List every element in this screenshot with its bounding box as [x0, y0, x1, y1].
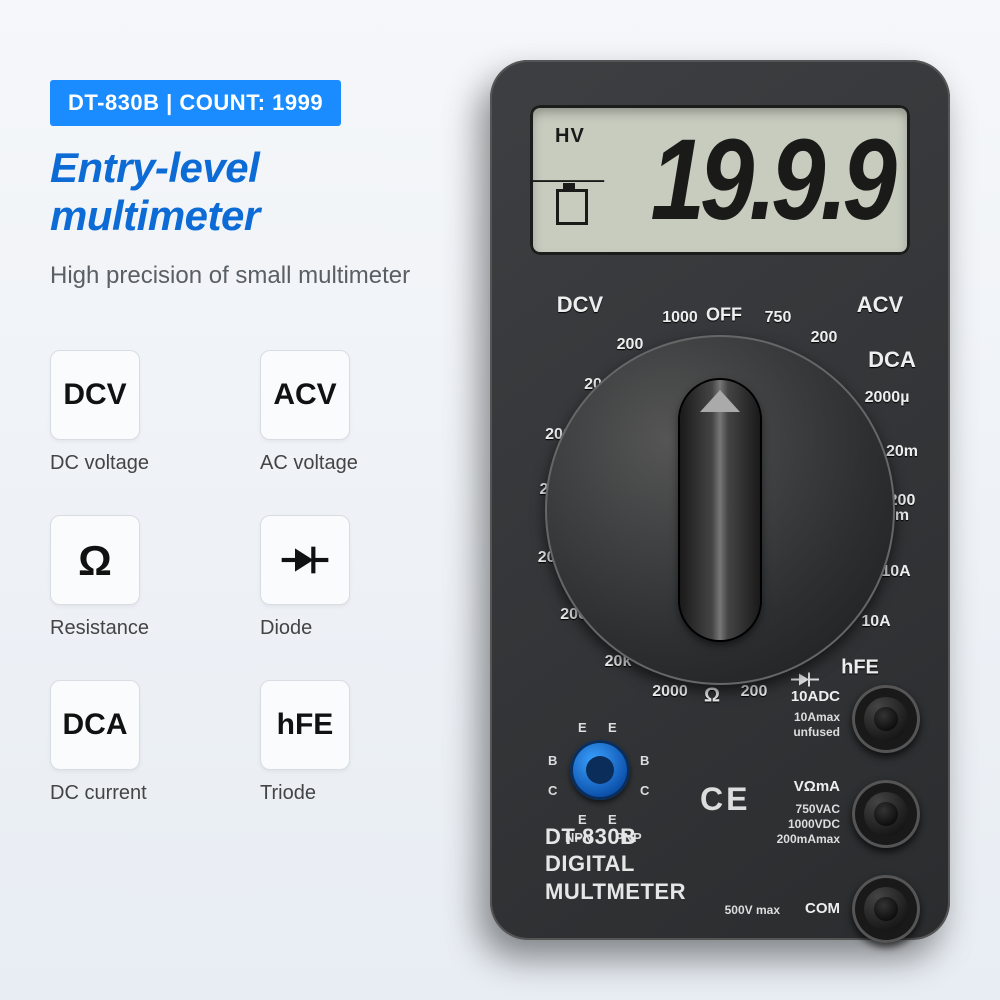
ohm-icon: Ω: [50, 515, 140, 605]
port-vohm[interactable]: [852, 780, 920, 848]
feature-acv-symbol: ACV: [260, 350, 350, 440]
subheadline: High precision of small multimeter: [50, 262, 470, 290]
hfe-pin: E: [578, 720, 587, 735]
ce-mark: CE: [700, 781, 750, 818]
port-com[interactable]: [852, 875, 920, 943]
feature-dca-label: DC current: [50, 782, 200, 805]
hfe-pin: B: [548, 753, 557, 768]
device-model-text: DT-830B DIGITAL MULTMETER: [545, 823, 686, 906]
port-10a[interactable]: [852, 685, 920, 753]
feature-dcv: DCV DC voltage: [50, 350, 200, 475]
hv-indicator: HV: [555, 125, 585, 148]
port-com-label: COM: [805, 900, 840, 917]
hfe-pin: C: [640, 783, 649, 798]
diode-icon: [260, 515, 350, 605]
feature-grid: DCV DC voltage ACV AC voltage Ω Resistan…: [50, 350, 470, 805]
rotary-dial[interactable]: [545, 335, 895, 685]
port-vohm-note2: 1000VDC: [788, 817, 840, 831]
feature-hfe-label: Triode: [260, 782, 410, 805]
off-label: OFF: [706, 305, 742, 326]
rotary-knob[interactable]: [680, 380, 760, 640]
hfe-pin: B: [640, 753, 649, 768]
hfe-pin: E: [608, 720, 617, 735]
multimeter-device: HV — 19.9.9 DCV ACV DCA hFE OFF 1000 200…: [490, 60, 950, 940]
model-line: DT-830B: [545, 824, 637, 849]
port-10a-label: 10ADC: [791, 688, 840, 705]
feature-diode: Diode: [260, 515, 410, 640]
digital-line: DIGITAL: [545, 851, 635, 876]
feature-dcv-symbol: DCV: [50, 350, 140, 440]
feature-hfe: hFE Triode: [260, 680, 410, 805]
port-vohm-note1: 750VAC: [796, 802, 840, 816]
feature-dca-symbol: DCA: [50, 680, 140, 770]
lcd-reading: 19.9.9: [651, 114, 892, 246]
feature-diode-label: Diode: [260, 617, 410, 640]
feature-dca: DCA DC current: [50, 680, 200, 805]
feature-resistance: Ω Resistance: [50, 515, 200, 640]
dial-mark: 2000: [652, 683, 688, 701]
dial-mark: 2000µ: [865, 389, 910, 407]
lcd-display: HV — 19.9.9: [530, 105, 910, 255]
dca-section-label: DCA: [868, 347, 916, 373]
sign-indicator: —: [530, 174, 604, 186]
headline: Entry-level multimeter: [50, 144, 470, 240]
dial-mark: 200: [741, 683, 768, 701]
dial-mark: 200: [617, 336, 644, 354]
port-vohm-label: VΩmA: [794, 778, 840, 795]
feature-dcv-label: DC voltage: [50, 452, 200, 475]
feature-acv: ACV AC voltage: [260, 350, 410, 475]
port-10a-note2: unfused: [793, 725, 840, 739]
ohm-icon: Ω: [704, 685, 720, 708]
dial-mark: 10A: [861, 613, 890, 631]
hfe-section-label: hFE: [841, 657, 879, 680]
svg-text:Ω: Ω: [78, 537, 112, 584]
hfe-socket[interactable]: [570, 740, 630, 800]
multimeter-line: MULTMETER: [545, 879, 686, 904]
feature-hfe-symbol: hFE: [260, 680, 350, 770]
dial-mark: 200: [811, 329, 838, 347]
feature-acv-label: AC voltage: [260, 452, 410, 475]
port-vohm-note3: 200mAmax: [777, 832, 840, 846]
port-com-note: 500V max: [725, 903, 780, 917]
dial-mark: 750: [765, 309, 792, 327]
model-badge: DT-830B | COUNT: 1999: [50, 80, 341, 126]
hfe-pin: C: [548, 783, 557, 798]
port-10a-note1: 10Amax: [794, 710, 840, 724]
dial-mark: 1000: [662, 309, 698, 327]
feature-resistance-label: Resistance: [50, 617, 200, 640]
dial-mark: 20m: [886, 443, 918, 461]
dcv-section-label: DCV: [557, 292, 603, 318]
acv-section-label: ACV: [857, 292, 903, 318]
